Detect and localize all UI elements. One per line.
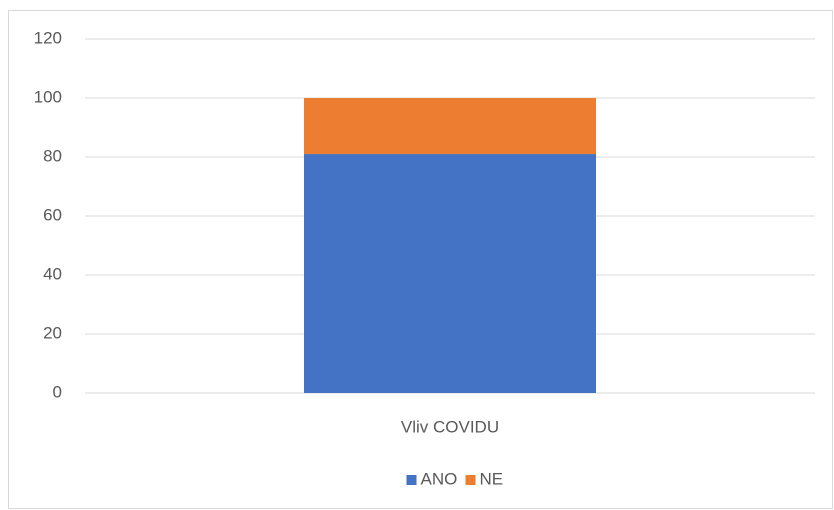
y-tick-label: 20 (43, 323, 62, 342)
legend-swatch (465, 475, 476, 485)
y-tick-label: 40 (43, 264, 62, 283)
legend-label: ANO (421, 469, 458, 488)
y-tick-label: 80 (43, 146, 62, 165)
y-tick-label: 100 (34, 87, 62, 106)
y-tick-label: 0 (53, 382, 62, 401)
bar (304, 98, 596, 155)
x-tick-label: Vliv COVIDU (401, 417, 499, 436)
legend-swatch (406, 475, 417, 485)
y-tick-label: 120 (34, 28, 62, 47)
y-tick-label: 60 (43, 205, 62, 224)
bar (304, 154, 596, 393)
legend-label: NE (480, 469, 504, 488)
